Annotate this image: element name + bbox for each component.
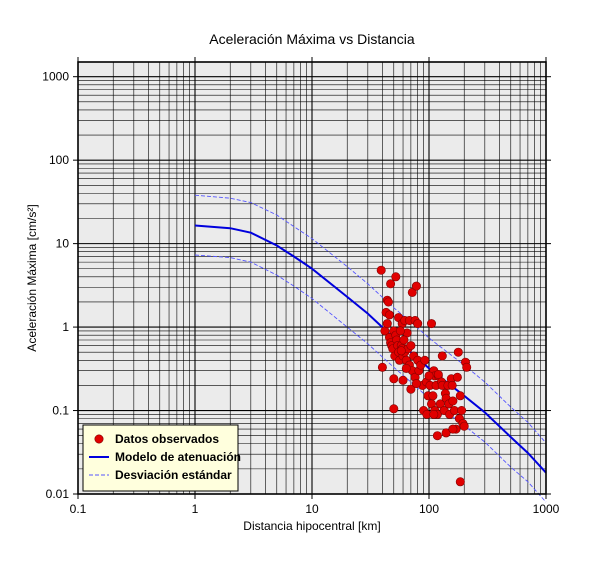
data-point — [396, 346, 406, 356]
legend-label: Datos observados — [115, 432, 219, 446]
y-tick-label: 0.1 — [52, 404, 69, 418]
data-point — [420, 355, 430, 365]
data-point — [437, 351, 447, 361]
plot-frame — [77, 61, 547, 495]
y-tick-label: 1000 — [42, 70, 69, 84]
x-tick-label: 100 — [419, 502, 439, 516]
x-tick-label: 1 — [192, 502, 199, 516]
attenuation-model-line — [194, 224, 547, 474]
data-point — [447, 380, 457, 390]
data-point — [433, 369, 443, 379]
legend: Datos observados Modelo de atenuación Desv… — [82, 424, 241, 492]
data-point — [411, 379, 421, 389]
data-point — [377, 362, 387, 372]
data-point — [383, 297, 393, 307]
data-point — [424, 371, 434, 381]
data-point — [411, 281, 421, 291]
data-point — [453, 347, 463, 357]
data-point — [426, 319, 436, 329]
x-tick-label: 10 — [305, 502, 319, 516]
grid — [78, 62, 546, 494]
y-tick-label: 1 — [62, 320, 69, 334]
data-point — [401, 363, 411, 373]
y-tick-label: 100 — [49, 153, 69, 167]
data-point — [448, 424, 458, 434]
data-point — [432, 431, 442, 441]
data-point — [455, 391, 465, 401]
plot-border — [77, 61, 547, 495]
legend-label: Desviación estándar — [115, 468, 232, 482]
data-point — [376, 265, 386, 275]
data-point — [386, 279, 396, 289]
x-tick-label: 0.1 — [70, 502, 87, 516]
data-point — [389, 374, 399, 384]
data-point — [457, 405, 467, 415]
data-point — [406, 341, 416, 351]
x-tick-label: 1000 — [533, 502, 560, 516]
legend-marker — [94, 434, 104, 444]
data-point — [429, 409, 439, 419]
series-group — [194, 194, 547, 503]
data-point — [406, 384, 416, 394]
std-deviation-line — [194, 194, 547, 444]
y-tick-label: 0.01 — [46, 487, 70, 501]
data-point — [455, 477, 465, 487]
data-point — [407, 287, 417, 297]
data-point — [428, 391, 438, 401]
y-tick-label: 10 — [56, 237, 70, 251]
y-axis-title: Aceleración Máxima [cm/s²] — [25, 204, 39, 351]
data-point — [389, 404, 399, 414]
chart-title: Aceleración Máxima vs Distancia — [209, 31, 415, 47]
data-point — [382, 319, 392, 329]
data-point — [384, 310, 394, 320]
data-point — [448, 396, 458, 406]
data-point — [399, 335, 409, 345]
data-point — [441, 428, 451, 438]
data-point — [398, 375, 408, 385]
data-point — [452, 372, 462, 382]
data-point — [395, 326, 405, 336]
data-point — [391, 272, 401, 282]
data-point — [462, 362, 472, 372]
std-deviation-line — [194, 254, 547, 503]
data-point — [459, 421, 469, 431]
legend-label: Modelo de atenuación — [115, 450, 241, 464]
data-point — [413, 319, 423, 329]
x-axis-title: Distancia hipocentral [km] — [243, 519, 380, 533]
